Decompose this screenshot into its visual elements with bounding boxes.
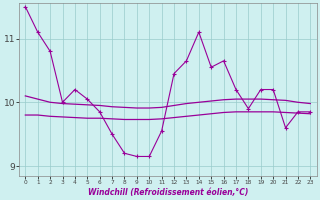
X-axis label: Windchill (Refroidissement éolien,°C): Windchill (Refroidissement éolien,°C): [88, 188, 248, 197]
